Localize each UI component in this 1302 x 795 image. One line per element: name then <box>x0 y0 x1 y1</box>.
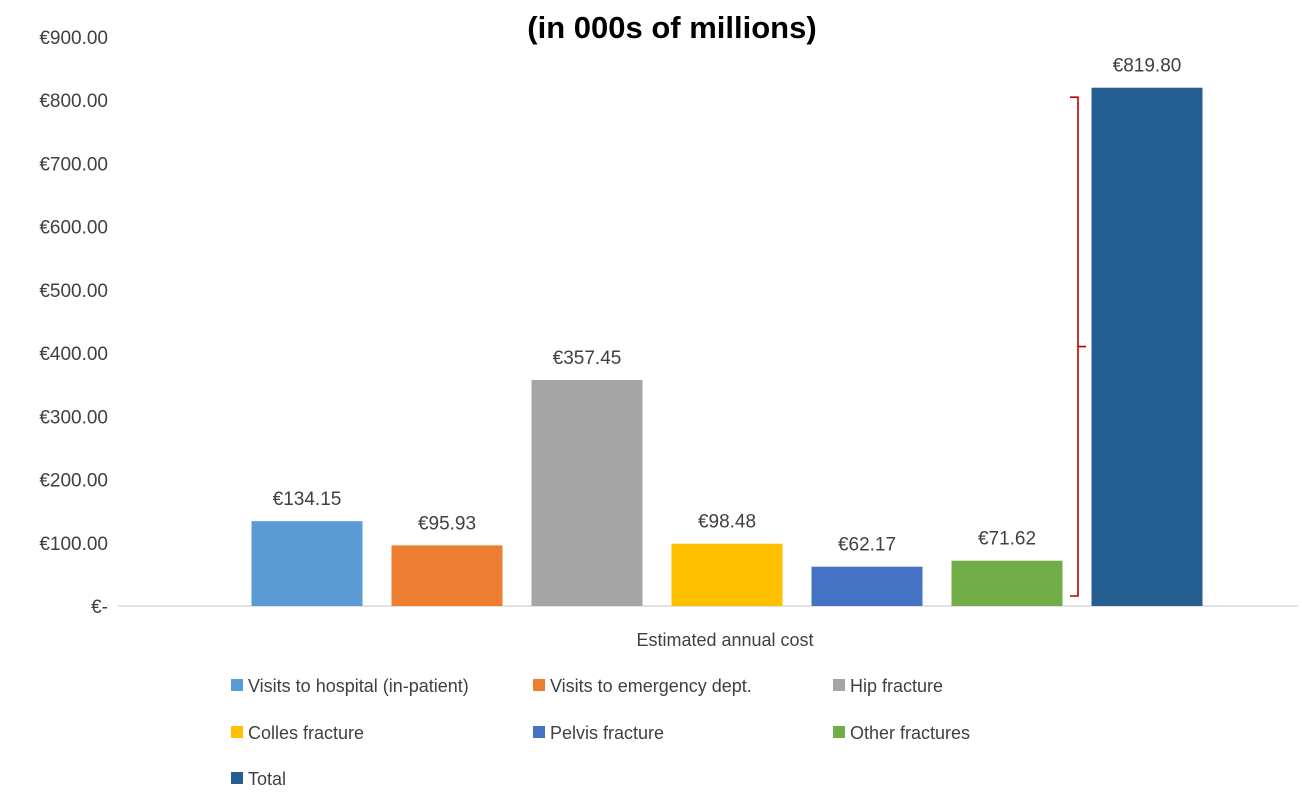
legend-swatch <box>533 726 545 738</box>
legend-entry: Pelvis fracture <box>550 723 664 743</box>
y-tick-label: €- <box>91 597 108 618</box>
x-axis-title: Estimated annual cost <box>636 630 813 650</box>
data-label: €357.45 <box>553 348 622 369</box>
bars <box>251 87 1203 606</box>
data-label: €134.15 <box>273 489 342 510</box>
legend-swatch <box>833 726 845 738</box>
legend-entry: Visits to emergency dept. <box>550 676 752 696</box>
legend-swatch <box>833 679 845 691</box>
legend-entry: Colles fracture <box>248 723 364 743</box>
data-labels: €134.15 €95.93 €357.45 €98.48 €62.17 €71.62 €8… <box>273 56 1182 556</box>
legend-entry: Other fractures <box>850 723 970 743</box>
y-tick-label: €100.00 <box>39 534 108 555</box>
legend-swatch <box>231 679 243 691</box>
bar <box>251 521 363 606</box>
y-tick-label: €600.00 <box>39 218 108 239</box>
bar <box>671 543 783 606</box>
y-tick-label: €800.00 <box>39 91 108 112</box>
legend-swatch <box>231 726 243 738</box>
data-label: €98.48 <box>698 512 756 533</box>
y-tick-label: €700.00 <box>39 154 108 175</box>
legend: Visits to hospital (in-patient) Visits to… <box>231 676 970 789</box>
y-tick-label: €900.00 <box>39 28 108 49</box>
bar <box>531 380 643 606</box>
data-label: €71.62 <box>978 529 1036 550</box>
y-tick-label: €500.00 <box>39 281 108 302</box>
bar <box>391 545 503 606</box>
legend-entry: Hip fracture <box>850 676 943 696</box>
y-axis: €- €100.00 €200.00 €300.00 €400.00 €500.00 €60… <box>39 28 108 618</box>
legend-swatch <box>231 772 243 784</box>
bar <box>951 560 1063 606</box>
bar <box>1091 87 1203 606</box>
total-bracket-annotation <box>1070 96 1086 597</box>
y-tick-label: €400.00 <box>39 344 108 365</box>
data-label: €819.80 <box>1113 56 1182 77</box>
y-tick-label: €200.00 <box>39 471 108 492</box>
data-label: €62.17 <box>838 535 896 556</box>
y-tick-label: €300.00 <box>39 407 108 428</box>
chart-title: (in 000s of millions) <box>527 10 816 45</box>
data-label: €95.93 <box>418 513 476 534</box>
legend-entry: Total <box>248 769 286 789</box>
legend-entry: Visits to hospital (in-patient) <box>248 676 469 696</box>
legend-swatch <box>533 679 545 691</box>
bar <box>811 566 923 606</box>
